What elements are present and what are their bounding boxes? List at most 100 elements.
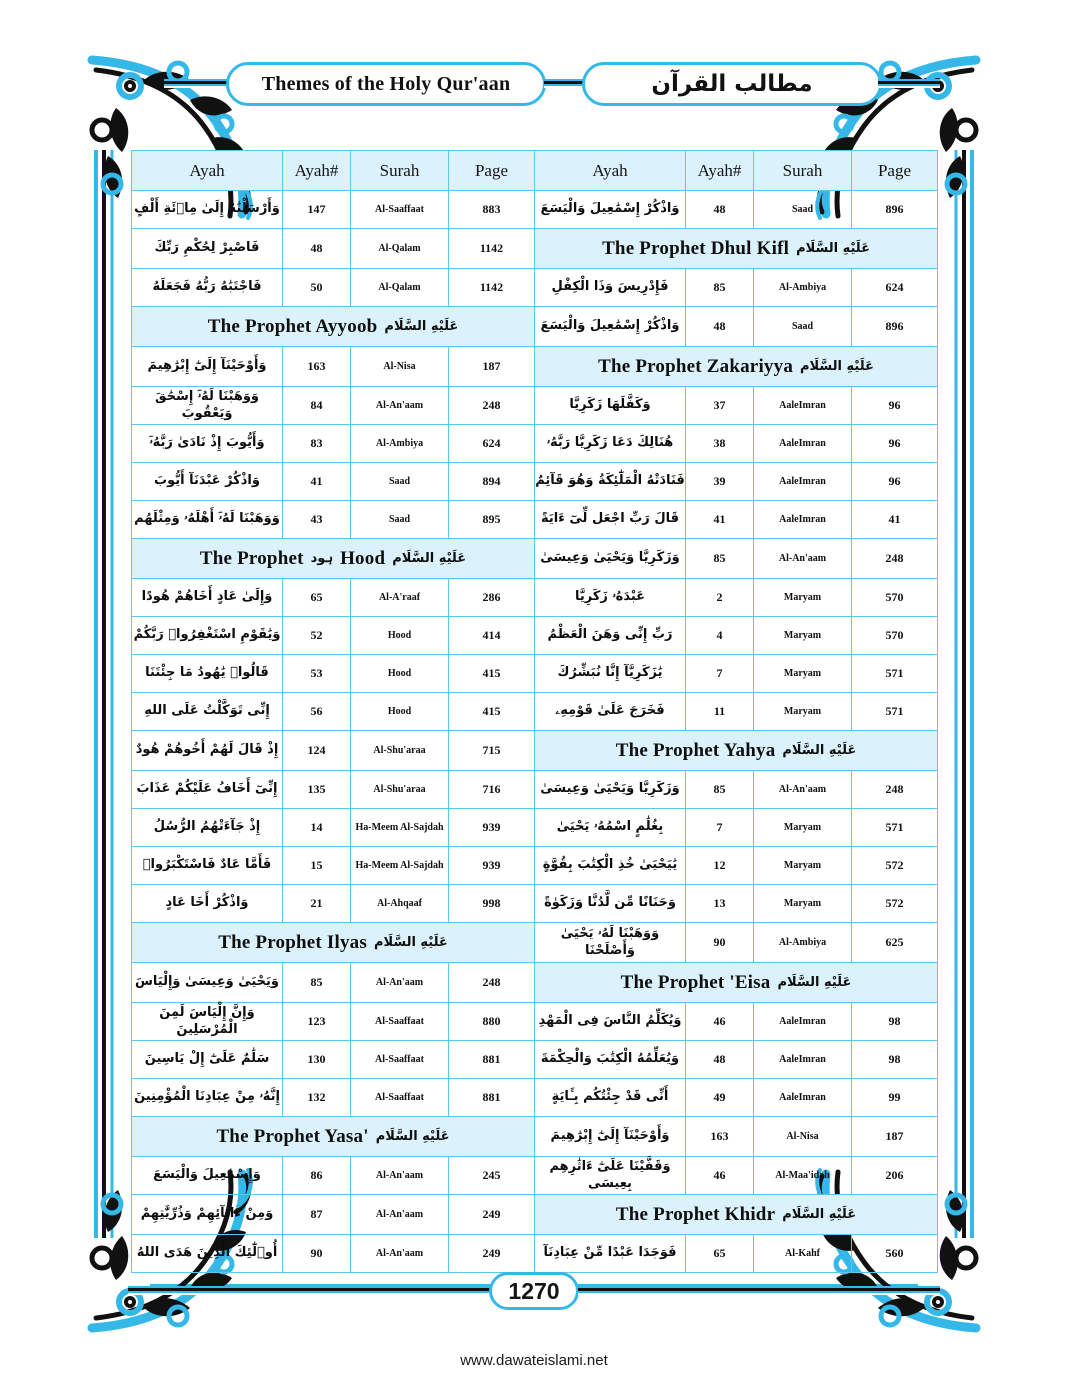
cell-ayah-number-left: 130 xyxy=(282,1040,351,1079)
cell-ayah-left: وَيَحْيَىٰ وَعِيسَىٰ وَإِلْيَاسَ xyxy=(131,962,283,1003)
cell-ayah-number-left: 135 xyxy=(282,770,351,809)
cell-ayah-right: هُنَالِكَ دَعَا زَكَرِيَّا رَبَّهُۥ xyxy=(534,424,686,463)
footer-rule-left xyxy=(128,1286,490,1295)
cell-ayah-number-right: 37 xyxy=(685,386,754,425)
themes-index-table-wrapper: Ayah Ayah# Surah Page Ayah Ayah# Surah P… xyxy=(131,150,938,1273)
cell-surah-right: AaleImran xyxy=(753,424,852,463)
cell-ayah-number-left: 84 xyxy=(282,386,351,425)
cell-page-right: 248 xyxy=(851,770,938,809)
cell-ayah-number-right: 90 xyxy=(685,922,754,963)
cell-surah-left: Al-An'aam xyxy=(350,1194,449,1235)
cell-ayah-number-left: 163 xyxy=(282,346,351,387)
cell-ayah-number-right: 85 xyxy=(685,770,754,809)
themes-index-table: Ayah Ayah# Surah Page Ayah Ayah# Surah P… xyxy=(131,150,938,1273)
cell-ayah-left: وَيَٰقَوْمِ اسْتَغْفِرُوا۟ رَبَّكُمْ xyxy=(131,616,283,655)
section-title: Hood xyxy=(340,547,386,569)
cell-page-right: 571 xyxy=(851,692,938,731)
cell-ayah-number-right: 48 xyxy=(685,306,754,347)
page-footer: 1270 xyxy=(0,1272,1068,1320)
cell-surah-right: AaleImran xyxy=(753,386,852,425)
section-honorific: عَلَيْهِ السَّلَام xyxy=(782,743,857,758)
cell-ayah-number-left: 124 xyxy=(282,730,351,771)
cell-surah-right: AaleImran xyxy=(753,462,852,501)
table-row: إِنِّىٓ أَخَافُ عَلَيْكُمْ عَذَابَ 135 Al-… xyxy=(131,770,938,809)
table-row: أُو۟لَٰٓئِكَ الَّذِينَ هَدَى اللهُ 90 Al-A… xyxy=(131,1234,938,1273)
cell-ayah-right: وَيُعَلِّمُهُ الْكِتَٰبَ وَالْحِكْمَةَ xyxy=(534,1040,686,1079)
cell-page-left: 998 xyxy=(448,884,535,923)
cell-surah-left: Al-A'raaf xyxy=(350,578,449,617)
cell-ayah-left: وَأَوْحَيْنَآ إِلَىٰٓ إِبْرَٰهِيمَ xyxy=(131,346,283,387)
cell-surah-right: Maryam xyxy=(753,578,852,617)
table-row: إِنَّهُۥ مِنْ عِبَادِنَا الْمُؤْمِنِينَ 1… xyxy=(131,1078,938,1117)
cell-ayah-right: وَاذْكُرْ إِسْمَٰعِيلَ وَالْيَسَعَ xyxy=(534,306,686,347)
cell-ayah-number-right: 41 xyxy=(685,500,754,539)
cell-ayah-number-left: 132 xyxy=(282,1078,351,1117)
cell-surah-right: Al-An'aam xyxy=(753,538,852,579)
page-header: Themes of the Holy Qur'aan مطالب القرآن xyxy=(130,62,940,114)
table-body: وَأَرْسَلْنَٰهُ إِلَىٰ مِا۟ئَةِ أَلْفٍ 14… xyxy=(131,190,938,1273)
cell-page-right: 41 xyxy=(851,500,938,539)
cell-surah-right: Al-Ambiya xyxy=(753,922,852,963)
cell-ayah-right: وَأَوْحَيْنَآ إِلَىٰٓ إِبْرَٰهِيمَ xyxy=(534,1116,686,1157)
cell-ayah-number-left: 53 xyxy=(282,654,351,693)
cell-ayah-number-left: 21 xyxy=(282,884,351,923)
cell-page-left: 894 xyxy=(448,462,535,501)
cell-ayah-left: فَاصْبِرْ لِحُكْمِ رَبِّكَ xyxy=(131,228,283,269)
cell-page-left: 245 xyxy=(448,1156,535,1195)
section-header-right: عَلَيْهِ السَّلَام The Prophet 'Eisa xyxy=(534,962,938,1003)
table-row: وَأَيُّوبَ إِذْ نَادَىٰ رَبَّهُۥٓ 83 Al-Am… xyxy=(131,424,938,463)
cell-surah-right: Maryam xyxy=(753,692,852,731)
cell-page-right: 572 xyxy=(851,846,938,885)
cell-ayah-number-left: 52 xyxy=(282,616,351,655)
cell-page-left: 881 xyxy=(448,1078,535,1117)
cell-surah-left: Saad xyxy=(350,462,449,501)
cell-ayah-right: أَنِّى قَدْ جِئْتُكُم بِـَٔايَةٍ xyxy=(534,1078,686,1117)
cell-ayah-right: فَنَادَتْهُ الْمَلَٰٓئِكَةُ وَهُوَ قَآئِ… xyxy=(534,462,686,501)
col-header-ayah-left: Ayah xyxy=(131,150,283,191)
cell-ayah-number-right: 4 xyxy=(685,616,754,655)
cell-page-left: 939 xyxy=(448,846,535,885)
cell-page-left: 249 xyxy=(448,1194,535,1235)
section-title: The Prophet Yahya xyxy=(615,739,776,761)
cell-surah-right: AaleImran xyxy=(753,1040,852,1079)
cell-ayah-number-right: 7 xyxy=(685,808,754,847)
section-title: The Prophet Dhul Kifl xyxy=(602,237,790,259)
cell-ayah-right: فَخَرَجَ عَلَىٰ قَوْمِهِۦ xyxy=(534,692,686,731)
cell-surah-right: AaleImran xyxy=(753,500,852,539)
cell-page-right: 625 xyxy=(851,922,938,963)
section-title: The Prophet Yasa' xyxy=(216,1125,369,1147)
cell-ayah-left: وَإِسْمَٰعِيلَ وَالْيَسَعَ xyxy=(131,1156,283,1195)
cell-ayah-left: وَمِنْ ءَابَآئِهِمْ وَذُرِّيَّٰتِهِمْ xyxy=(131,1194,283,1235)
cell-page-left: 883 xyxy=(448,190,535,229)
section-title: The Prophet 'Eisa xyxy=(620,971,771,993)
cell-ayah-number-left: 48 xyxy=(282,228,351,269)
cell-ayah-right: يَٰزَكَرِيَّآ إِنَّا نُبَشِّرُكَ xyxy=(534,654,686,693)
cell-page-left: 624 xyxy=(448,424,535,463)
header-rule-left xyxy=(164,79,230,88)
header-title-english-text: Themes of the Holy Qur'aan xyxy=(261,72,511,95)
cell-ayah-number-right: 48 xyxy=(685,190,754,229)
cell-ayah-right: قَالَ رَبِّ اجْعَل لِّىٓ ءَايَةً xyxy=(534,500,686,539)
cell-ayah-number-right: 163 xyxy=(685,1116,754,1157)
table-row: وَأَوْحَيْنَآ إِلَىٰٓ إِبْرَٰهِيمَ 163 Al-… xyxy=(131,346,938,387)
cell-surah-right: Maryam xyxy=(753,884,852,923)
cell-ayah-number-left: 86 xyxy=(282,1156,351,1195)
cell-surah-left: Hood xyxy=(350,616,449,655)
cell-ayah-left: إِنَّهُۥ مِنْ عِبَادِنَا الْمُؤْمِنِينَ xyxy=(131,1078,283,1117)
cell-page-left: 187 xyxy=(448,346,535,387)
cell-ayah-number-right: 46 xyxy=(685,1156,754,1195)
cell-ayah-right: فَوَجَدَا عَبْدًا مِّنْ عِبَادِنَآ xyxy=(534,1234,686,1273)
cell-ayah-number-right: 39 xyxy=(685,462,754,501)
cell-page-right: 96 xyxy=(851,386,938,425)
section-honorific: عَلَيْهِ السَّلَام xyxy=(392,551,467,566)
cell-page-left: 1142 xyxy=(448,228,535,269)
cell-page-right: 96 xyxy=(851,424,938,463)
cell-page-right: 98 xyxy=(851,1040,938,1079)
section-header-left: عَلَيْهِ السَّلَام The Prophet Ayyoob xyxy=(131,306,535,347)
cell-ayah-number-right: 48 xyxy=(685,1040,754,1079)
table-row: عَلَيْهِ السَّلَام The Prophet Ayyoob وَاذ… xyxy=(131,306,938,347)
cell-page-right: 570 xyxy=(851,578,938,617)
cell-surah-left: Al-Saaffaat xyxy=(350,190,449,229)
cell-ayah-number-left: 15 xyxy=(282,846,351,885)
